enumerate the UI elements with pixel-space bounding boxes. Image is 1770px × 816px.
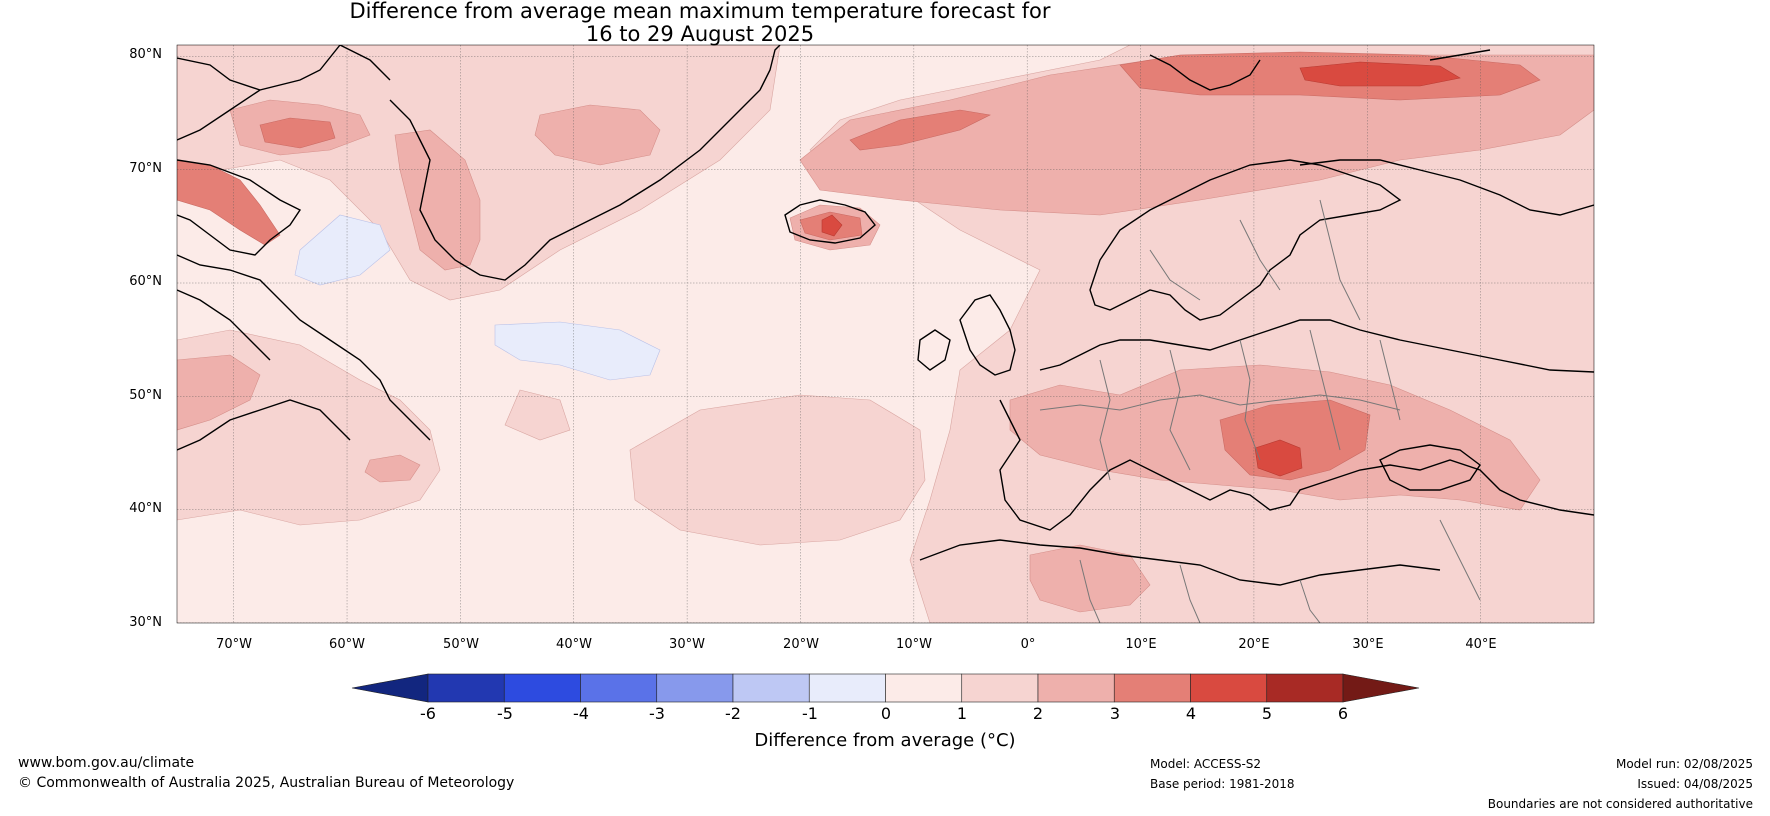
lon-label: 10°E xyxy=(1125,637,1157,652)
lon-label: 50°W xyxy=(443,637,479,652)
colorbar-box xyxy=(1113,673,1191,703)
lat-label: 40°N xyxy=(129,501,162,516)
colorbar-tick: -4 xyxy=(573,704,589,723)
anomaly-4-5-iceland xyxy=(821,214,843,237)
anomaly-3-4-norwegian-sea xyxy=(849,109,991,151)
lon-label: 20°E xyxy=(1238,637,1270,652)
coastline-greenland-north xyxy=(177,45,391,91)
colorbar-box xyxy=(580,673,658,703)
colorbar-box xyxy=(808,673,886,703)
anomaly-2-3-atlantic-patch xyxy=(364,454,421,483)
lon-label: 40°E xyxy=(1465,637,1497,652)
chart-title-line2: 16 to 29 August 2025 xyxy=(585,22,815,46)
lat-label: 30°N xyxy=(129,615,162,630)
chart-title-line1: Difference from average mean maximum tem… xyxy=(349,0,1051,23)
colorbar-tick: 4 xyxy=(1185,704,1197,723)
lat-label: 80°N xyxy=(129,47,162,62)
lon-label: 20°W xyxy=(783,637,819,652)
coastline-labrador xyxy=(177,254,431,451)
coastlines xyxy=(177,45,1594,586)
footer-model: Model: ACCESS-S2 xyxy=(1150,757,1262,771)
anomaly-1-2-mid-atlantic xyxy=(629,394,926,546)
lat-label: 50°N xyxy=(129,388,162,403)
gridlines xyxy=(177,45,1594,623)
anomaly-3-4-greenland-sw xyxy=(259,117,336,149)
colorbar-box xyxy=(427,673,505,703)
colorbar-box xyxy=(656,673,734,703)
colorbar-tick: 6 xyxy=(1337,704,1349,723)
lon-label: 30°E xyxy=(1352,637,1384,652)
lon-label: 40°W xyxy=(556,637,592,652)
anomaly-4-5-barents xyxy=(1299,61,1461,87)
colorbar-box xyxy=(503,673,581,703)
coastline-svalbard xyxy=(1149,49,1491,91)
colorbar-tick: 2 xyxy=(1032,704,1044,723)
colorbar-tick: 0 xyxy=(880,704,892,723)
anomaly-2-3-east-greenland xyxy=(394,129,481,271)
borders-europe xyxy=(1039,199,1481,623)
colorbar-extend-low xyxy=(351,673,429,703)
colorbar-tick: 3 xyxy=(1109,704,1121,723)
colorbar-extend-high xyxy=(1342,673,1420,703)
coastline-baffin-island xyxy=(177,159,302,256)
colorbar-tick: -2 xyxy=(725,704,741,723)
lon-label: 10°W xyxy=(896,637,932,652)
colorbar-box xyxy=(961,673,1039,703)
coastline-black-sea xyxy=(1379,444,1481,491)
lon-label: 30°W xyxy=(669,637,705,652)
anomaly-2-3-quebec xyxy=(177,354,261,431)
lon-label: 0° xyxy=(1020,637,1036,652)
colorbar-box xyxy=(1266,673,1344,703)
lon-label: 70°W xyxy=(216,637,252,652)
lat-label: 60°N xyxy=(129,274,162,289)
colorbar-tick: -3 xyxy=(649,704,665,723)
anomaly-3-4-baffin xyxy=(177,159,281,246)
footer-disclaimer: Boundaries are not considered authoritat… xyxy=(1487,797,1753,811)
colorbar-tick: 5 xyxy=(1261,704,1273,723)
coastline-north-africa xyxy=(919,539,1441,586)
footer-issued: Issued: 04/08/2025 xyxy=(1637,777,1753,791)
lon-label: 60°W xyxy=(329,637,365,652)
coastline-british-isles xyxy=(917,294,1016,376)
colorbar-tick: 1 xyxy=(956,704,968,723)
anomaly-layers xyxy=(177,45,1594,623)
anomaly-2-3-north-africa xyxy=(1029,544,1151,613)
anomaly-neg-labrador-sea xyxy=(294,214,391,286)
colorbar-tick: -1 xyxy=(802,704,818,723)
colorbar-box xyxy=(1037,673,1115,703)
anomaly-neg-mid-atlantic xyxy=(494,321,661,381)
colorbar xyxy=(351,673,1420,703)
colorbar-label: Difference from average (°C) xyxy=(754,730,1016,751)
coastline-scandinavia xyxy=(1089,159,1402,321)
coastline-russia-arctic xyxy=(1299,159,1594,216)
anomaly-4-5-balkans xyxy=(1254,439,1303,477)
anomaly-2-3-baffin xyxy=(534,104,661,166)
footer-model-run: Model run: 02/08/2025 xyxy=(1615,757,1753,771)
coastline-europe-mainland xyxy=(999,319,1594,531)
coastline-iceland xyxy=(784,199,876,244)
colorbar-box xyxy=(1190,673,1268,703)
colorbar-tick: -5 xyxy=(497,704,513,723)
lat-label: 70°N xyxy=(129,161,162,176)
colorbar-box xyxy=(732,673,810,703)
colorbar-boxes xyxy=(427,673,1344,703)
footer-base-period: Base period: 1981-2018 xyxy=(1150,777,1295,791)
map-frame xyxy=(176,44,1595,624)
anomaly-1-2-davis-strait xyxy=(504,389,571,441)
footer-copyright: © Commonwealth of Australia 2025, Austra… xyxy=(18,775,515,791)
footer-website: www.bom.gov.au/climate xyxy=(18,755,195,771)
national-borders xyxy=(1039,199,1481,623)
colorbar-box xyxy=(885,673,963,703)
colorbar-tick: -6 xyxy=(420,704,436,723)
